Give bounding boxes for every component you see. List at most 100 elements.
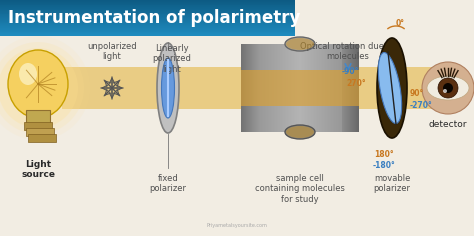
- Bar: [242, 44, 243, 132]
- Bar: [322, 44, 323, 132]
- Bar: [271, 44, 272, 132]
- Bar: [0, 2, 295, 3]
- Bar: [340, 44, 341, 132]
- Bar: [321, 44, 322, 132]
- Bar: [0, 19, 295, 20]
- Bar: [310, 44, 311, 132]
- Bar: [259, 44, 260, 132]
- Bar: [334, 44, 335, 132]
- Bar: [356, 44, 357, 132]
- Bar: [275, 44, 276, 132]
- Ellipse shape: [378, 52, 401, 123]
- Bar: [274, 44, 275, 132]
- Bar: [273, 44, 274, 132]
- Bar: [245, 44, 246, 132]
- Bar: [316, 44, 317, 132]
- Bar: [295, 44, 296, 132]
- Text: Light
source: Light source: [21, 160, 55, 179]
- Text: 0°: 0°: [396, 19, 405, 28]
- Bar: [266, 44, 267, 132]
- Text: 270°: 270°: [346, 80, 365, 88]
- Circle shape: [0, 36, 90, 140]
- Bar: [0, 8, 295, 9]
- Bar: [353, 44, 354, 132]
- Bar: [279, 44, 280, 132]
- Bar: [341, 44, 342, 132]
- Bar: [280, 44, 281, 132]
- Bar: [284, 44, 285, 132]
- Bar: [348, 44, 349, 132]
- Bar: [299, 44, 300, 132]
- Bar: [0, 13, 295, 14]
- Bar: [302, 44, 303, 132]
- Text: -90°: -90°: [342, 67, 359, 76]
- Bar: [251, 44, 252, 132]
- Ellipse shape: [157, 43, 179, 133]
- Bar: [28, 134, 56, 142]
- Bar: [285, 44, 286, 132]
- Bar: [317, 44, 318, 132]
- Bar: [283, 44, 284, 132]
- Bar: [257, 44, 258, 132]
- Bar: [255, 44, 256, 132]
- Bar: [0, 3, 295, 4]
- Bar: [318, 44, 319, 132]
- Bar: [0, 1, 295, 2]
- Text: detector: detector: [429, 120, 467, 129]
- Bar: [264, 44, 265, 132]
- Bar: [291, 44, 292, 132]
- Text: unpolarized
light: unpolarized light: [87, 42, 137, 61]
- Bar: [244, 44, 245, 132]
- Bar: [260, 44, 261, 132]
- Bar: [342, 44, 343, 132]
- Bar: [325, 44, 326, 132]
- Bar: [298, 44, 299, 132]
- Bar: [308, 44, 309, 132]
- Bar: [0, 25, 295, 26]
- Text: Instrumentation of polarimetry: Instrumentation of polarimetry: [8, 9, 301, 27]
- Bar: [350, 44, 351, 132]
- Bar: [0, 23, 295, 24]
- Bar: [313, 44, 314, 132]
- Bar: [241, 70, 359, 106]
- Bar: [0, 6, 295, 7]
- Bar: [330, 44, 331, 132]
- Bar: [292, 44, 293, 132]
- Bar: [297, 44, 298, 132]
- Bar: [0, 9, 295, 10]
- Ellipse shape: [8, 50, 68, 118]
- Bar: [0, 21, 295, 22]
- Bar: [351, 44, 352, 132]
- Bar: [301, 44, 302, 132]
- Bar: [276, 44, 277, 132]
- Bar: [343, 44, 344, 132]
- Bar: [263, 44, 264, 132]
- Text: fixed
polarizer: fixed polarizer: [149, 174, 186, 193]
- Bar: [253, 44, 254, 132]
- Bar: [0, 28, 295, 29]
- Circle shape: [443, 83, 453, 93]
- Bar: [352, 44, 353, 132]
- Bar: [320, 44, 321, 132]
- Bar: [300, 44, 301, 132]
- Bar: [0, 18, 295, 19]
- Bar: [272, 44, 273, 132]
- Bar: [261, 44, 262, 132]
- Bar: [307, 44, 308, 132]
- Bar: [347, 44, 348, 132]
- Bar: [332, 44, 333, 132]
- Bar: [339, 44, 340, 132]
- Ellipse shape: [422, 62, 474, 114]
- Text: Linearly
polarized
light: Linearly polarized light: [153, 44, 191, 74]
- Bar: [0, 14, 295, 15]
- Ellipse shape: [377, 38, 407, 138]
- Bar: [248, 44, 249, 132]
- Bar: [0, 30, 295, 31]
- Bar: [324, 44, 325, 132]
- Bar: [268, 44, 269, 132]
- Circle shape: [438, 78, 458, 98]
- Bar: [249, 44, 250, 132]
- Bar: [0, 5, 295, 6]
- Ellipse shape: [162, 58, 174, 118]
- Text: -270°: -270°: [410, 101, 433, 110]
